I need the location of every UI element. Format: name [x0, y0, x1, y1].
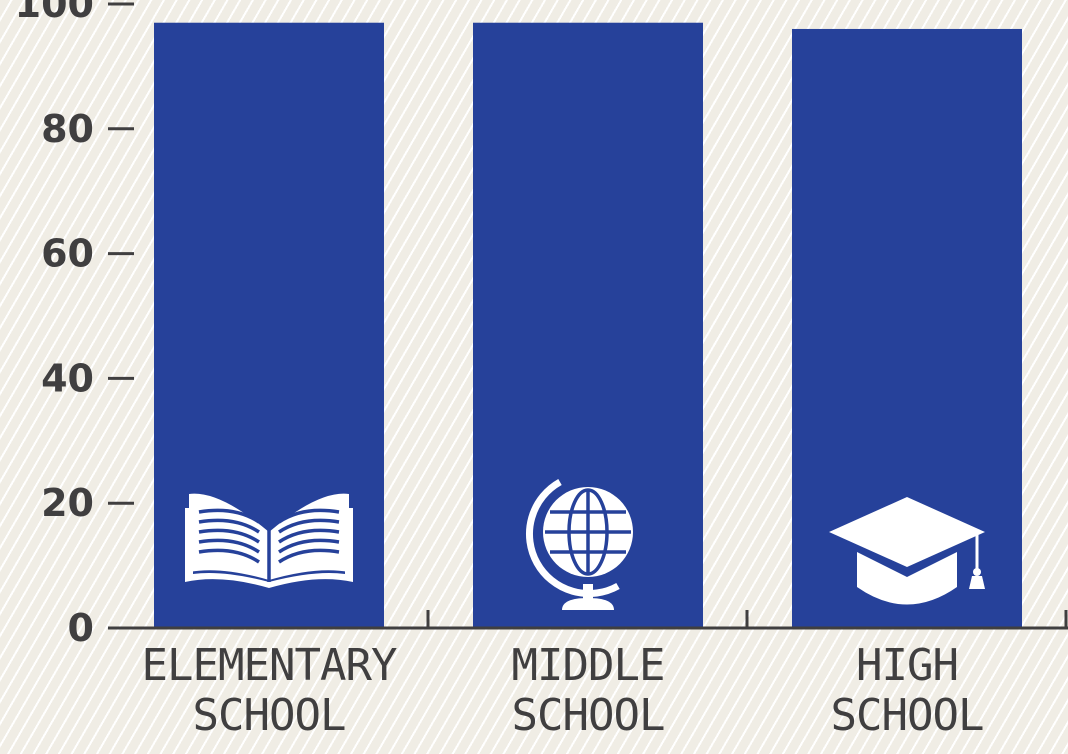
y-axis: 0 20 40 60 80 100 [15, 0, 134, 650]
bar-series [154, 22, 1022, 629]
y-tick-label: 20 [41, 481, 94, 525]
x-axis [108, 610, 1068, 630]
category-label: MIDDLE [512, 640, 665, 691]
category-label: SCHOOL [193, 690, 346, 741]
category-label: SCHOOL [512, 690, 665, 741]
category-label: SCHOOL [831, 690, 984, 741]
category-label: ELEMENTARY [142, 640, 397, 691]
y-tick-label: 0 [68, 606, 94, 650]
y-tick-label: 100 [15, 0, 94, 26]
y-tick-label: 80 [41, 107, 94, 151]
y-tick-label: 40 [41, 356, 94, 400]
category-label: HIGH [856, 640, 958, 691]
y-tick-label: 60 [41, 232, 94, 276]
